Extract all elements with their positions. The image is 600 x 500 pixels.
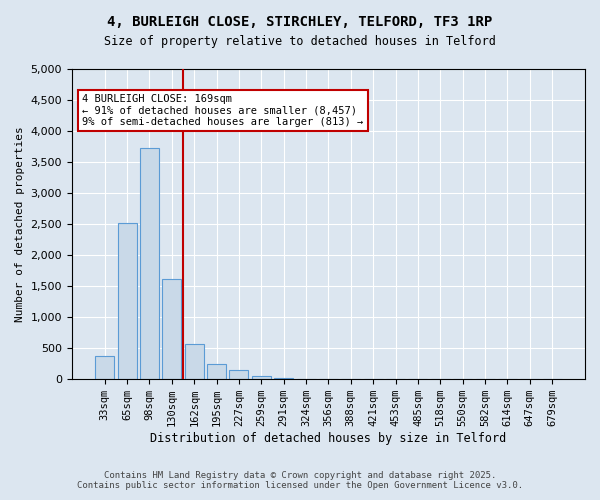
Y-axis label: Number of detached properties: Number of detached properties bbox=[15, 126, 25, 322]
Bar bbox=[185, 344, 204, 379]
Bar bbox=[229, 370, 248, 379]
X-axis label: Distribution of detached houses by size in Telford: Distribution of detached houses by size … bbox=[151, 432, 506, 445]
Text: Contains HM Land Registry data © Crown copyright and database right 2025.
Contai: Contains HM Land Registry data © Crown c… bbox=[77, 470, 523, 490]
Bar bbox=[95, 356, 114, 379]
Bar bbox=[274, 378, 293, 379]
Bar bbox=[252, 376, 271, 379]
Text: 4, BURLEIGH CLOSE, STIRCHLEY, TELFORD, TF3 1RP: 4, BURLEIGH CLOSE, STIRCHLEY, TELFORD, T… bbox=[107, 15, 493, 29]
Text: 4 BURLEIGH CLOSE: 169sqm
← 91% of detached houses are smaller (8,457)
9% of semi: 4 BURLEIGH CLOSE: 169sqm ← 91% of detach… bbox=[82, 94, 364, 127]
Bar bbox=[207, 364, 226, 379]
Bar bbox=[140, 148, 159, 379]
Bar bbox=[163, 278, 181, 379]
Bar bbox=[118, 223, 137, 379]
Text: Size of property relative to detached houses in Telford: Size of property relative to detached ho… bbox=[104, 35, 496, 48]
